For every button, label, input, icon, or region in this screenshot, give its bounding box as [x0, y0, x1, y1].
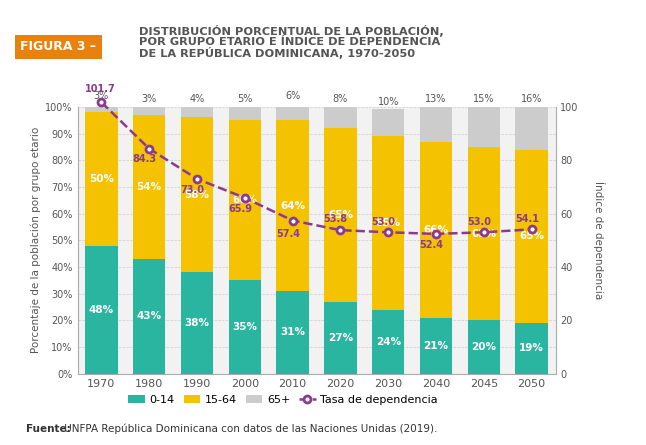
Text: 52.4: 52.4 — [419, 239, 443, 250]
Text: 5%: 5% — [237, 94, 253, 104]
Text: UNFPA República Dominicana con datos de las Naciones Unidas (2019).: UNFPA República Dominicana con datos de … — [61, 423, 438, 434]
Text: 60%: 60% — [233, 195, 257, 205]
Text: DISTRIBUCIÓN PORCENTUAL DE LA POBLACIÓN,: DISTRIBUCIÓN PORCENTUAL DE LA POBLACIÓN, — [139, 25, 444, 37]
Text: FIGURA 3 –: FIGURA 3 – — [20, 40, 96, 53]
Bar — [85, 112, 118, 246]
Bar — [516, 107, 548, 150]
Text: 21%: 21% — [424, 341, 448, 351]
Bar — [85, 104, 118, 112]
Text: 65.9: 65.9 — [228, 203, 252, 214]
Text: 53.0: 53.0 — [467, 217, 491, 227]
Text: 13%: 13% — [425, 94, 447, 104]
Bar — [229, 280, 261, 374]
Bar — [516, 150, 548, 323]
Text: 65%: 65% — [472, 229, 496, 239]
Bar — [276, 291, 309, 374]
Text: 16%: 16% — [521, 94, 543, 104]
Bar — [181, 272, 213, 374]
Text: 73.0: 73.0 — [180, 185, 204, 194]
Text: 8%: 8% — [333, 94, 348, 104]
Text: 66%: 66% — [424, 225, 448, 235]
Text: 53.8: 53.8 — [324, 214, 348, 224]
Text: 65%: 65% — [328, 210, 353, 220]
Text: 20%: 20% — [472, 342, 496, 352]
Text: 101.7: 101.7 — [85, 84, 116, 94]
Bar — [516, 323, 548, 374]
Bar — [324, 107, 357, 128]
Bar — [372, 136, 404, 310]
Text: 48%: 48% — [89, 305, 114, 315]
Bar — [229, 120, 261, 280]
Text: 3%: 3% — [141, 94, 157, 104]
Bar — [420, 142, 452, 318]
Text: 38%: 38% — [185, 318, 209, 328]
Text: 84.3: 84.3 — [132, 154, 156, 164]
Bar — [468, 320, 500, 374]
Y-axis label: Índice de dependencia: Índice de dependencia — [592, 181, 605, 299]
Text: POR GRUPO ETARIO E ÍNDICE DE DEPENDENCIA: POR GRUPO ETARIO E ÍNDICE DE DEPENDENCIA — [139, 37, 440, 47]
Text: 3%: 3% — [94, 92, 109, 101]
Y-axis label: Porcentaje de la población por grupo etario: Porcentaje de la población por grupo eta… — [30, 127, 41, 353]
Text: 43%: 43% — [137, 312, 162, 321]
Text: 10%: 10% — [377, 97, 399, 107]
Text: DE LA REPÚBLICA DOMINICANA, 1970-2050: DE LA REPÚBLICA DOMINICANA, 1970-2050 — [139, 48, 415, 59]
Bar — [420, 318, 452, 374]
Text: 64%: 64% — [280, 201, 305, 210]
Bar — [468, 147, 500, 320]
Text: 54%: 54% — [137, 182, 162, 192]
Text: 19%: 19% — [519, 344, 544, 353]
Bar — [372, 310, 404, 374]
Bar — [276, 104, 309, 120]
Text: 57.4: 57.4 — [276, 229, 300, 239]
Text: 4%: 4% — [189, 94, 205, 104]
Text: 15%: 15% — [473, 94, 495, 104]
Bar — [181, 107, 213, 117]
Bar — [420, 107, 452, 142]
Bar — [324, 128, 357, 302]
Bar — [229, 107, 261, 120]
Bar — [85, 246, 118, 374]
Text: 27%: 27% — [328, 333, 353, 343]
Text: 58%: 58% — [185, 190, 209, 200]
Text: 54.1: 54.1 — [515, 214, 539, 224]
Bar — [276, 120, 309, 291]
Bar — [133, 115, 165, 259]
Bar — [181, 117, 213, 272]
Text: 6%: 6% — [285, 92, 300, 101]
Bar — [324, 302, 357, 374]
Bar — [372, 109, 404, 136]
Text: Fuente:: Fuente: — [26, 424, 70, 434]
Bar — [468, 107, 500, 147]
Text: 65%: 65% — [519, 231, 544, 241]
Text: 35%: 35% — [233, 322, 257, 332]
Bar — [133, 107, 165, 115]
Text: 31%: 31% — [280, 328, 305, 337]
Bar — [133, 259, 165, 374]
Text: 65%: 65% — [376, 218, 401, 228]
Legend: 0-14, 15-64, 65+, Tasa de dependencia: 0-14, 15-64, 65+, Tasa de dependencia — [124, 391, 443, 410]
Text: 53.0: 53.0 — [371, 217, 395, 227]
Text: 50%: 50% — [89, 174, 114, 184]
Text: 24%: 24% — [376, 337, 401, 347]
